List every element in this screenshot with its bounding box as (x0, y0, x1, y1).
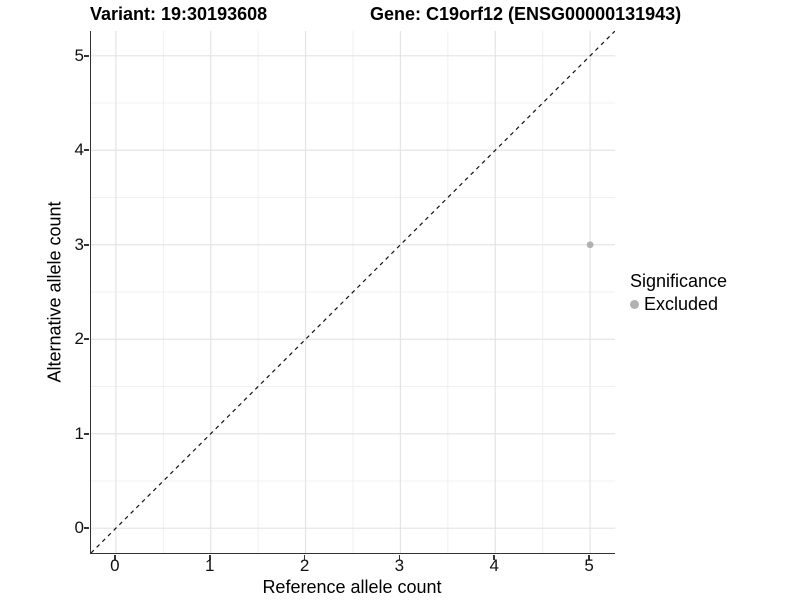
y-axis-title: Alternative allele count (44, 201, 65, 383)
x-tick-label: 2 (299, 556, 310, 575)
plot-title-gene: Gene: C19orf12 (ENSG00000131943) (370, 4, 682, 24)
x-tick-label: 0 (110, 556, 120, 575)
y-tick-mark (84, 338, 89, 341)
legend: Significance Excluded (630, 270, 727, 315)
y-tick-mark (84, 149, 89, 152)
x-tick-mark (114, 554, 116, 560)
x-tick-mark (398, 554, 401, 560)
x-axis-title: Reference allele count (262, 577, 442, 597)
x-tick-label: 4 (489, 556, 499, 575)
legend-item-excluded: Excluded (630, 293, 727, 315)
x-tick-mark (208, 554, 211, 560)
y-tick-label: 2 (74, 329, 84, 349)
y-tick-label: 4 (74, 140, 84, 160)
legend-item-label: Excluded (644, 294, 719, 314)
y-tick-label: 5 (74, 45, 84, 65)
plot-title-variant: Variant: 19:30193608 (90, 4, 268, 24)
identity-line (91, 31, 615, 553)
x-tick-label: 1 (205, 556, 215, 575)
x-tick-label: 3 (394, 556, 405, 575)
y-tick-mark (84, 432, 89, 435)
y-tick-mark (84, 527, 89, 529)
excluded-point-icon (630, 299, 639, 309)
legend-title: Significance (630, 271, 728, 291)
y-tick-label: 3 (74, 234, 84, 254)
x-tick-mark (588, 554, 590, 560)
y-tick-label: 0 (74, 518, 84, 538)
x-tick-label: 5 (584, 556, 594, 575)
y-tick-mark (84, 243, 89, 246)
y-tick-label: 1 (74, 423, 84, 443)
data-point (586, 241, 594, 249)
plot-panel (90, 31, 615, 554)
y-tick-mark (84, 55, 89, 57)
plot-area (91, 31, 615, 553)
x-tick-mark (303, 554, 306, 560)
x-tick-mark (493, 554, 496, 560)
